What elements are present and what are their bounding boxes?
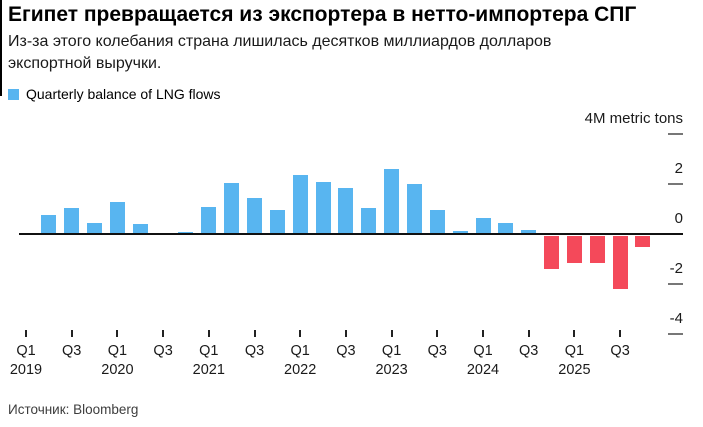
bar-q2-2021 xyxy=(224,182,240,234)
y-tick-label-0: 0 xyxy=(674,210,683,227)
bar-q2-2022 xyxy=(315,181,331,234)
x-tick-q3-2019 xyxy=(70,330,73,337)
page-subtitle: Из-за этого колебания страна лишилась де… xyxy=(8,33,552,72)
x-label-q3-2019: Q3 xyxy=(62,343,82,359)
bar-q3-2021 xyxy=(247,197,262,234)
x-label-q1-2024: Q1 xyxy=(473,343,493,359)
bar-q2-2020 xyxy=(132,224,148,234)
bar-q2-2025 xyxy=(589,235,605,263)
bar-q3-2019 xyxy=(64,207,80,234)
bar-q4-2020 xyxy=(178,231,194,234)
bar-q2-2019 xyxy=(41,215,57,234)
source-note: Источник: Bloomberg xyxy=(8,402,139,417)
bar-q1-2020 xyxy=(109,201,125,234)
x-tick-q1-2023 xyxy=(390,330,393,337)
bar-q1-2025 xyxy=(566,235,582,263)
y-tick-dash-2 xyxy=(668,183,683,185)
x-label-q3-2022: Q3 xyxy=(336,343,356,359)
bar-q2-2024 xyxy=(498,223,514,234)
x-label-q3-2021: Q3 xyxy=(244,343,265,359)
y-tick-label--2: -2 xyxy=(669,260,683,277)
x-label-q3-2024: Q3 xyxy=(519,343,539,359)
x-year-label-2023: 2023 xyxy=(375,362,408,378)
x-year-label-2022: 2022 xyxy=(284,362,317,378)
x-year-label-2019: 2019 xyxy=(9,362,43,378)
bar-q4-2025 xyxy=(635,235,651,247)
page-title: Египет превращается из экспортера в нетт… xyxy=(8,3,637,26)
x-tick-q1-2025 xyxy=(573,330,576,337)
y-tick-dash--2 xyxy=(668,283,683,285)
x-label-q3-2020: Q3 xyxy=(153,343,173,359)
x-tick-q3-2025 xyxy=(619,330,622,337)
legend-swatch-icon xyxy=(8,89,19,100)
bar-q1-2022 xyxy=(292,175,308,234)
x-year-label-2020: 2020 xyxy=(101,362,134,378)
x-tick-q3-2023 xyxy=(436,330,439,337)
x-tick-q3-2020 xyxy=(162,330,165,337)
x-label-q1-2021: Q1 xyxy=(199,343,219,359)
bar-q4-2022 xyxy=(361,207,377,234)
x-label-q1-2022: Q1 xyxy=(290,343,310,359)
bar-q3-2022 xyxy=(338,187,354,234)
bar-q2-2023 xyxy=(406,184,422,234)
x-tick-q1-2022 xyxy=(299,330,302,337)
left-edge-line xyxy=(0,0,2,96)
x-tick-q3-2021 xyxy=(253,330,256,337)
x-tick-q1-2020 xyxy=(116,330,119,337)
legend-label: Quarterly balance of LNG flows xyxy=(26,86,221,102)
bar-q1-2021 xyxy=(201,206,217,234)
x-tick-q1-2024 xyxy=(482,330,484,337)
x-label-q3-2025: Q3 xyxy=(610,343,630,359)
x-label-q1-2019: Q1 xyxy=(16,343,36,359)
y-tick-label--4: -4 xyxy=(669,310,683,327)
x-label-q1-2025: Q1 xyxy=(564,343,585,359)
x-tick-q1-2019 xyxy=(25,330,27,337)
bar-q4-2021 xyxy=(269,210,285,234)
bar-q3-2024 xyxy=(521,229,537,234)
bar-q3-2023 xyxy=(429,210,445,234)
zero-axis-line xyxy=(19,233,683,235)
bar-q4-2024 xyxy=(544,235,560,270)
bar-q1-2024 xyxy=(475,217,491,234)
bar-q3-2025 xyxy=(612,235,628,290)
x-year-label-2024: 2024 xyxy=(466,362,500,378)
x-year-label-2025: 2025 xyxy=(558,362,591,378)
y-tick-dash-4 xyxy=(668,133,683,135)
y-tick-dash--4 xyxy=(668,333,683,335)
x-tick-q3-2022 xyxy=(344,330,347,337)
bar-q4-2023 xyxy=(452,231,468,234)
y-tick-label-2: 2 xyxy=(674,160,683,177)
x-label-q1-2020: Q1 xyxy=(107,343,128,359)
bar-q1-2023 xyxy=(384,169,400,234)
x-label-q1-2023: Q1 xyxy=(381,343,402,359)
x-year-label-2021: 2021 xyxy=(192,362,225,378)
x-label-q3-2023: Q3 xyxy=(427,343,447,359)
bar-q4-2019 xyxy=(87,222,103,234)
x-tick-q3-2024 xyxy=(527,330,530,337)
legend: Quarterly balance of LNG flows xyxy=(8,86,221,102)
x-tick-q1-2021 xyxy=(207,330,210,337)
y-axis-unit-label: 4M metric tons xyxy=(584,110,683,127)
